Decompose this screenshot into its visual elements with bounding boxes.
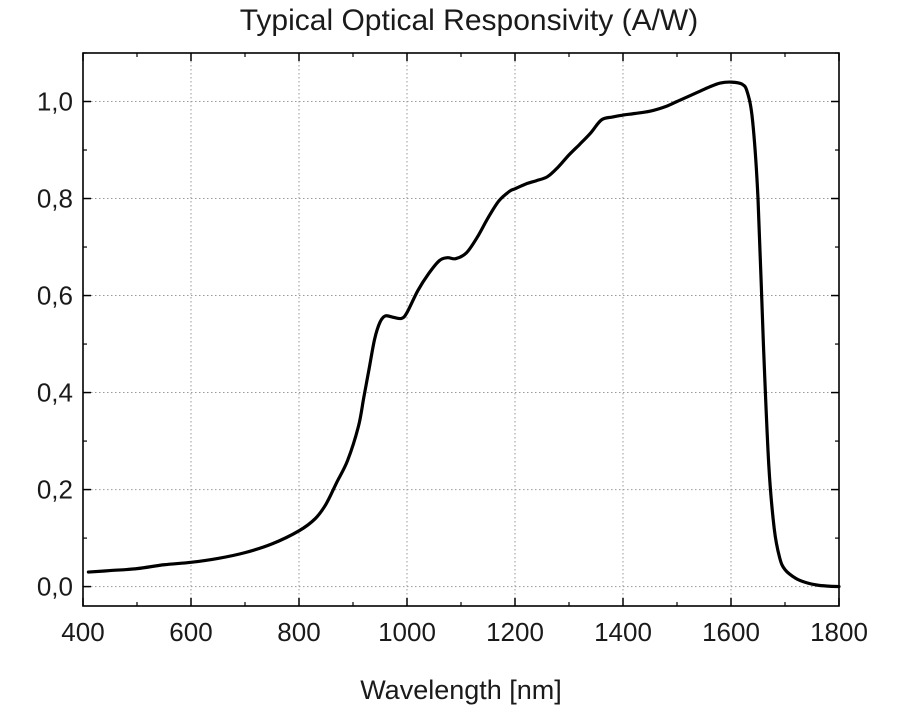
- y-tick-label: 0,4: [37, 378, 73, 408]
- y-tick-label: 0,6: [37, 281, 73, 311]
- plot-area: [86, 80, 841, 589]
- y-tick-label: 0,2: [37, 475, 73, 505]
- series-line-responsivity: [86, 80, 841, 589]
- y-axis: 0,0 0,2 0,4 0,6 0,8 1,0: [37, 52, 839, 602]
- x-tick-label: 400: [61, 617, 104, 647]
- grid: [83, 53, 839, 606]
- x-axis: 400 600 800 1000 1200 1400 1600 1800: [61, 53, 868, 647]
- x-tick-label: 1800: [810, 617, 868, 647]
- y-tick-label: 0,8: [37, 184, 73, 214]
- chart-title: Typical Optical Responsivity (A/W): [240, 4, 698, 37]
- x-tick-label: 800: [277, 617, 320, 647]
- x-tick-label: 600: [169, 617, 212, 647]
- y-tick-label: 1,0: [37, 87, 73, 117]
- plot-frame: [82, 52, 840, 607]
- x-axis-label: Wavelength [nm]: [360, 675, 562, 705]
- x-tick-label: 1400: [594, 617, 652, 647]
- x-tick-label: 1600: [702, 617, 760, 647]
- y-tick-label: 0,0: [37, 572, 73, 602]
- x-tick-label: 1000: [378, 617, 436, 647]
- x-tick-label: 1200: [486, 617, 544, 647]
